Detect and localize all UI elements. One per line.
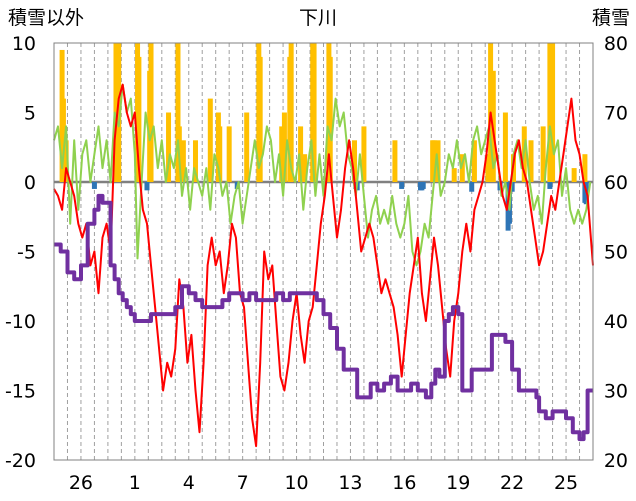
precipitation-bar	[547, 182, 553, 189]
temp_min-line	[53, 83, 594, 448]
snowfall-bar	[361, 126, 367, 182]
snowfall-bar	[175, 43, 181, 182]
snowfall-bar	[451, 168, 457, 182]
x-tick-label: 26	[69, 472, 93, 494]
snowfall-bar	[148, 43, 154, 182]
snowfall-bar	[540, 126, 546, 182]
snowfall-bar	[571, 168, 577, 182]
snowfall-bar	[582, 154, 588, 182]
snowfall-bar	[351, 140, 357, 182]
snowfall-bar	[550, 43, 556, 182]
precipitation-bar	[144, 182, 150, 191]
snowfall-bar	[298, 126, 304, 182]
snowfall-bar	[302, 154, 308, 182]
snowfall-bar	[192, 140, 198, 182]
x-tick-label: 16	[392, 472, 416, 494]
left-tick-label: 10	[12, 33, 36, 55]
right-tick-label: 40	[604, 311, 628, 333]
snowfall-bar	[459, 154, 465, 182]
left-tick-label: -5	[17, 242, 36, 264]
plot-frame	[53, 42, 594, 461]
snowfall-bar	[327, 56, 333, 182]
snowfall-bar	[63, 140, 69, 182]
snowfall-bar	[311, 43, 317, 182]
left-tick-label: -10	[5, 311, 36, 333]
snowfall-bar	[279, 126, 285, 182]
line-layer	[53, 83, 594, 448]
snowfall-bar	[180, 140, 186, 182]
snowfall-bar	[116, 43, 122, 182]
precipitation-bar	[399, 182, 405, 189]
x-tick-label: 10	[284, 472, 308, 494]
chart-title: 下川	[299, 7, 337, 29]
snowfall-bar	[136, 56, 142, 182]
precipitation-bar	[420, 182, 426, 189]
right-tick-label: 30	[604, 381, 628, 403]
right-axis-title: 積雪	[592, 7, 630, 29]
x-tick-label: 4	[183, 472, 195, 494]
x-tick-label: 25	[554, 472, 578, 494]
snowfall-bar	[392, 140, 398, 182]
left-tick-label: -15	[5, 381, 36, 403]
x-tick-label: 19	[446, 472, 470, 494]
right-tick-label: 80	[604, 33, 628, 55]
snowfall-bar	[226, 126, 232, 182]
x-tick-label: 13	[338, 472, 362, 494]
left-axis-title: 積雪以外	[8, 7, 84, 29]
snowfall-bar	[166, 112, 172, 182]
precipitation-bar	[91, 182, 97, 189]
snowfall-bar	[257, 56, 263, 182]
snowfall-bar	[217, 126, 223, 182]
x-tick-label: 1	[129, 472, 141, 494]
snowfall-bar	[502, 112, 508, 182]
right-tick-label: 60	[604, 172, 628, 194]
precipitation-bar	[469, 182, 475, 192]
right-tick-label: 70	[604, 103, 628, 125]
snowfall-bar	[485, 154, 491, 182]
snowfall-bar	[60, 98, 66, 182]
left-tick-label: 5	[24, 103, 36, 125]
grid-layer	[54, 43, 593, 460]
left-tick-label: -20	[5, 450, 36, 472]
snowfall-bar	[281, 112, 287, 182]
snow_depth-line	[54, 193, 593, 442]
snowfall-bar	[207, 98, 213, 182]
snowfall-bar	[288, 43, 294, 182]
x-tick-label: 22	[500, 472, 524, 494]
x-tick-label: 7	[237, 472, 249, 494]
snowfall-bar	[471, 140, 477, 182]
right-tick-label: 20	[604, 450, 628, 472]
left-tick-label: 0	[24, 172, 36, 194]
right-tick-label: 50	[604, 242, 628, 264]
snowfall-bar	[528, 140, 534, 182]
snowfall-bar	[244, 112, 250, 182]
